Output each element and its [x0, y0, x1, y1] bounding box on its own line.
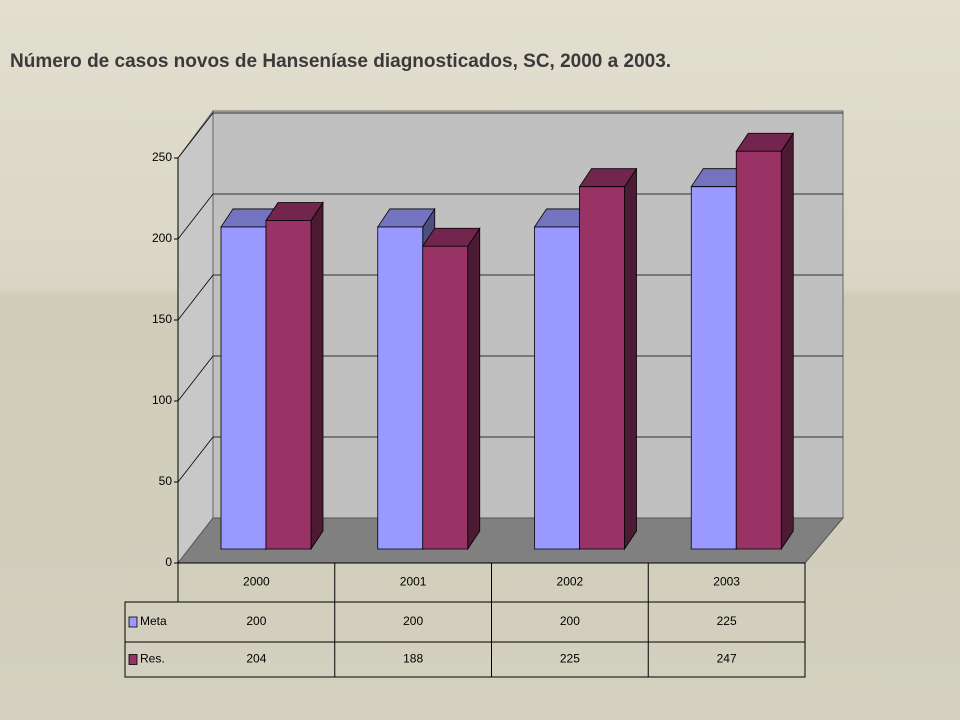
x-tick-label: 2001	[400, 575, 427, 589]
bar-front	[534, 226, 580, 550]
y-tick-label: 0	[165, 555, 172, 569]
table-value: 204	[246, 652, 266, 666]
bar-side	[467, 226, 481, 551]
grid-line	[177, 274, 214, 321]
bar	[735, 131, 794, 551]
bar-front	[735, 150, 782, 550]
bar	[578, 167, 638, 551]
y-tick-label: 100	[152, 393, 172, 407]
table-value: 200	[403, 614, 423, 628]
table-value: 188	[403, 652, 423, 666]
bar	[422, 226, 481, 551]
bar-side	[780, 131, 794, 551]
table-value: 200	[246, 614, 266, 628]
legend-label: Res.	[140, 652, 165, 666]
x-tick-label: 2003	[713, 575, 740, 589]
y-tick-label: 150	[152, 312, 172, 326]
bar-front	[377, 226, 424, 550]
grid-line	[177, 112, 214, 159]
bar	[265, 201, 324, 551]
chart-title: Número de casos novos de Hanseníase diag…	[10, 51, 671, 72]
grid-line	[177, 355, 214, 402]
bar-front	[579, 186, 625, 550]
bar-side	[624, 167, 637, 551]
table-value: 225	[717, 614, 737, 628]
side-wall	[177, 109, 214, 565]
x-tick-label: 2000	[243, 575, 270, 589]
legend-key	[128, 654, 138, 665]
legend-label: Meta	[140, 614, 167, 628]
legend-key	[128, 616, 138, 628]
bar-front	[690, 186, 737, 550]
y-tick-label: 250	[152, 150, 172, 164]
grid-line	[177, 436, 214, 483]
bar-front	[220, 226, 267, 550]
y-tick-label: 50	[159, 474, 173, 488]
bar-front	[265, 220, 312, 550]
table-value: 247	[717, 652, 737, 666]
y-tick-label: 200	[152, 231, 172, 245]
x-tick-label: 2002	[557, 575, 584, 589]
table-value: 225	[560, 652, 580, 666]
grid-line	[177, 193, 214, 240]
bar-side	[310, 201, 324, 551]
table-value: 200	[560, 614, 580, 628]
bar-front	[422, 245, 469, 550]
